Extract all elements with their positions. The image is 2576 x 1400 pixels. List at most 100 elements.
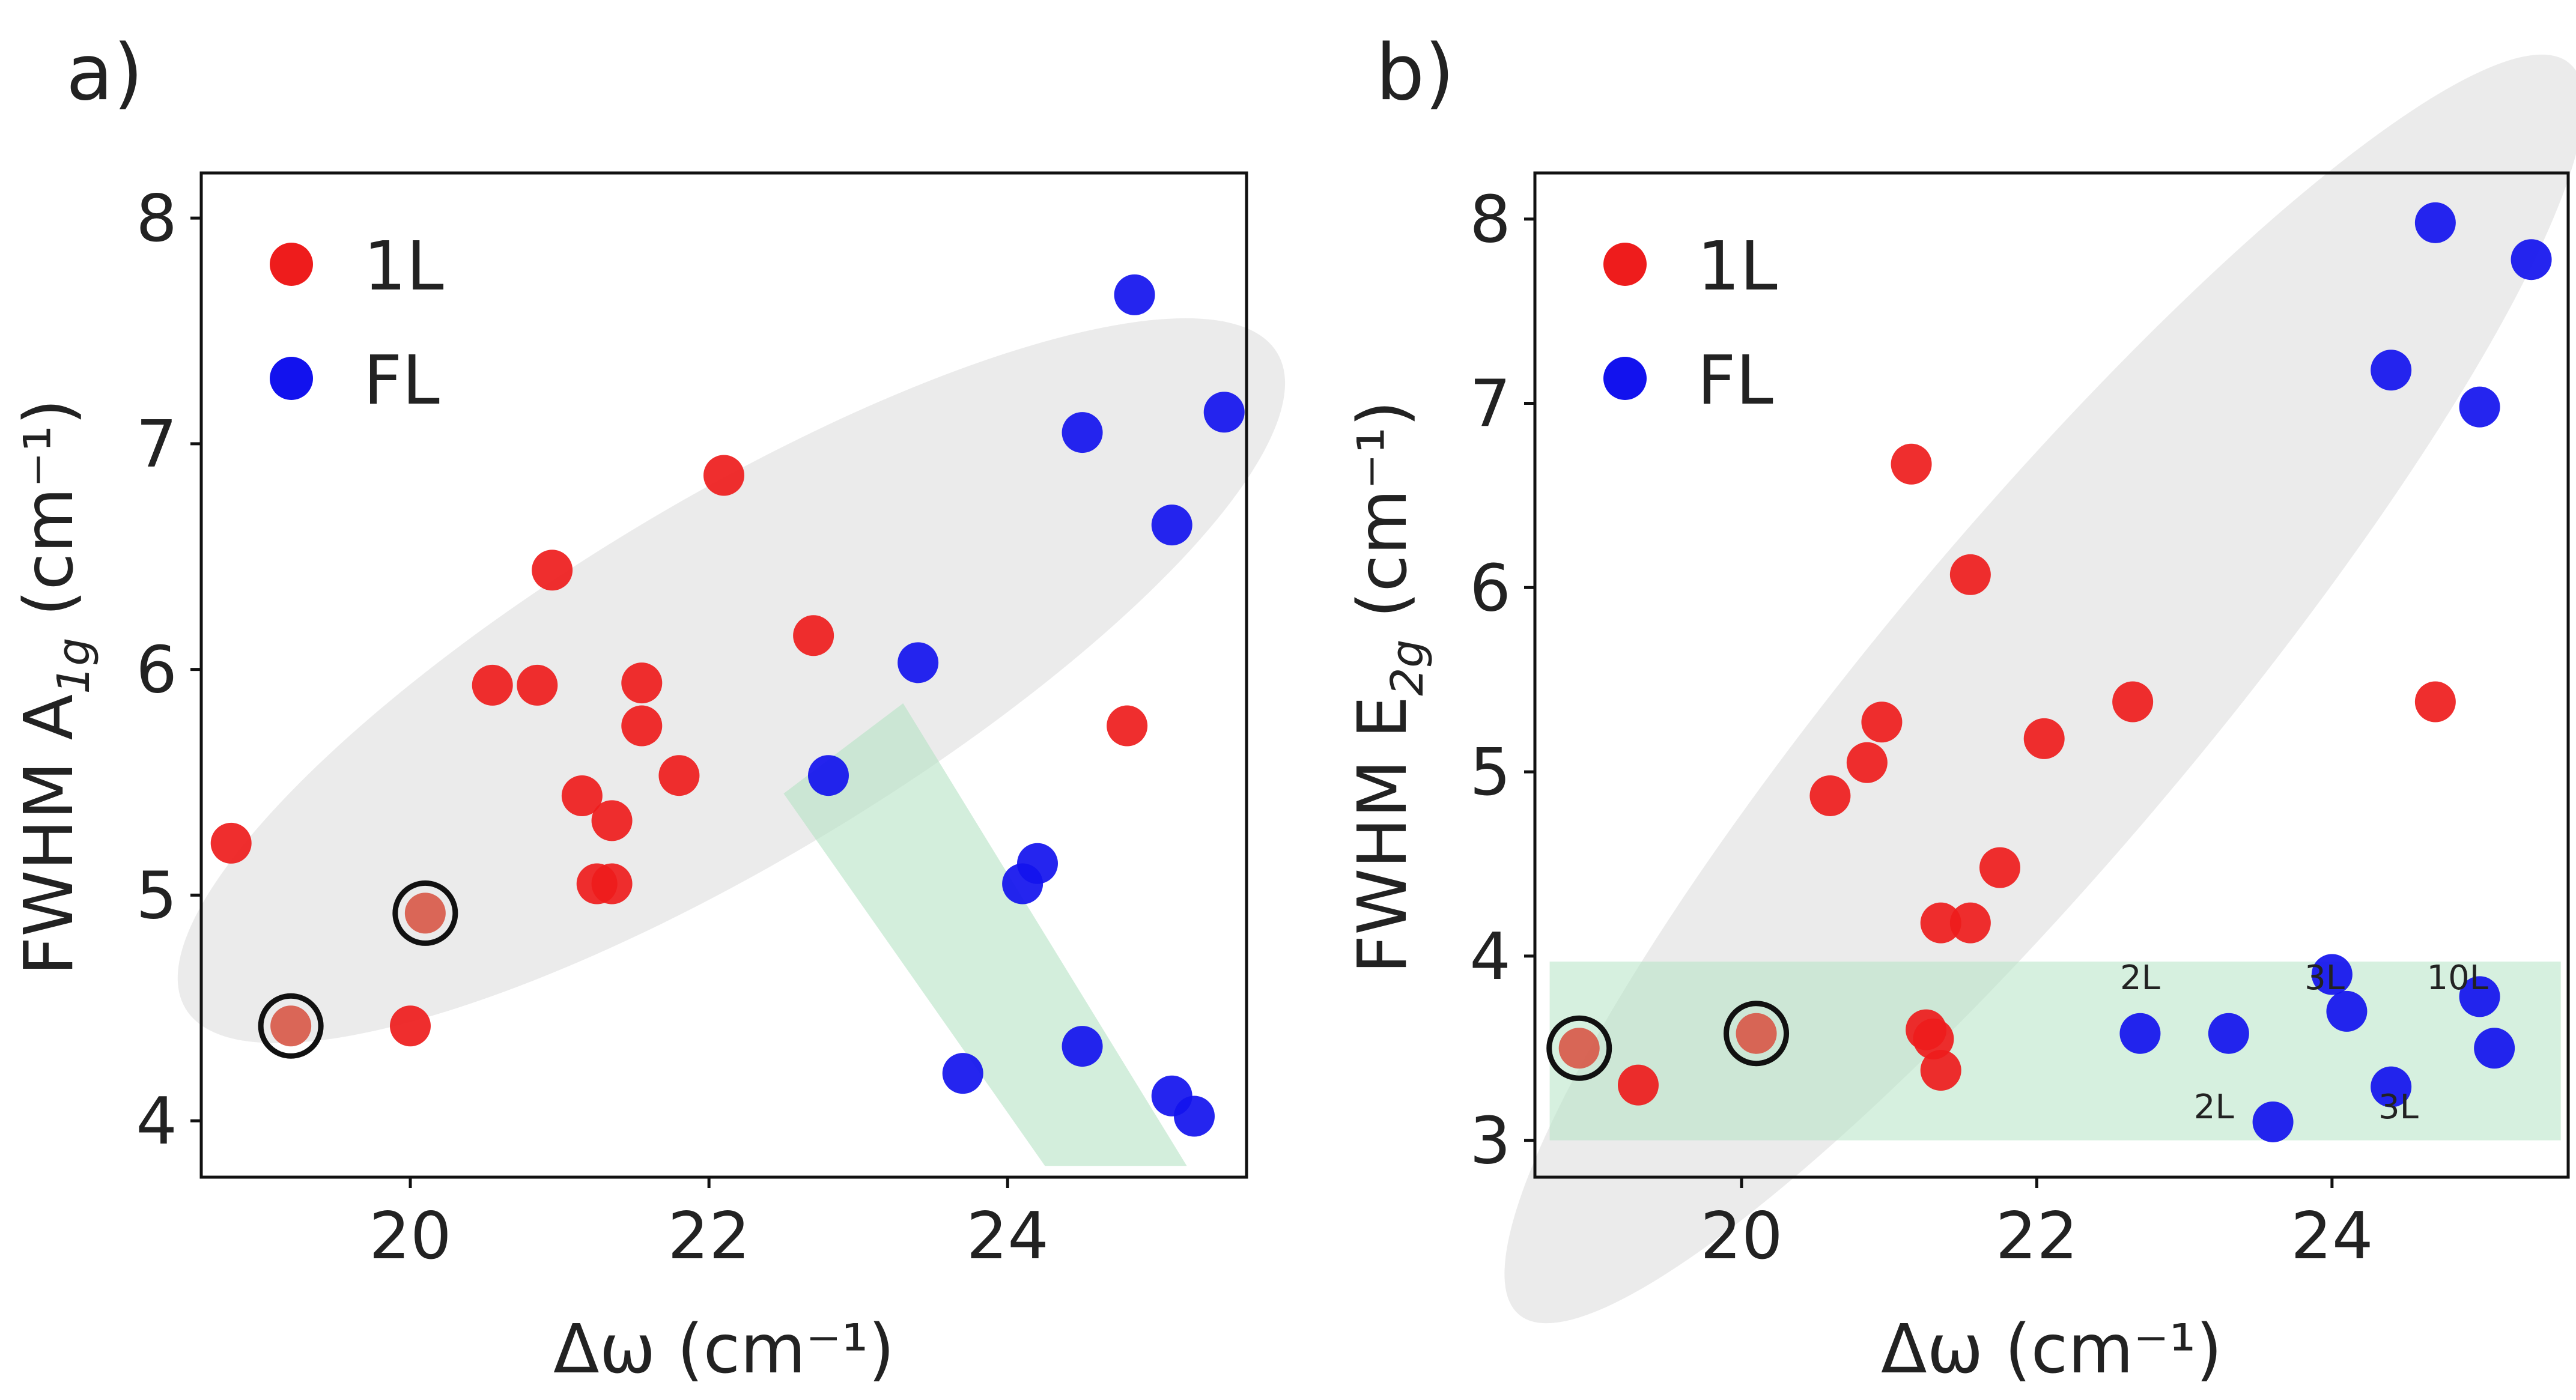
legend-marker-1l xyxy=(1603,243,1647,286)
x-tick-label: 22 xyxy=(667,1199,750,1274)
shaded-regions xyxy=(1504,54,2576,1324)
data-point-1l xyxy=(472,664,513,706)
annotations: 2L 3L 10L 2L 3L xyxy=(2120,959,2488,1127)
layer-annotation: 3L xyxy=(2304,959,2345,998)
y-axis-title: FWHM E2g (cm⁻¹) xyxy=(1344,401,1433,974)
x-tick-label: 24 xyxy=(967,1199,1049,1274)
data-point-1l xyxy=(658,755,700,796)
data-point-fl xyxy=(1114,274,1155,315)
data-point-fl xyxy=(2326,990,2368,1032)
data-point-fl xyxy=(1174,1095,1215,1137)
legend: 1L FL xyxy=(1603,228,1778,420)
data-point-1l xyxy=(1861,702,1903,743)
panel-a: 20 22 24 4 5 6 7 8 Δω (cm⁻¹) FWHM A1g (cm⁻¹) a) 1L F… xyxy=(10,28,1286,1389)
data-point-fl xyxy=(1062,1026,1103,1067)
y-axis-title-prefix: FWHM E xyxy=(1344,696,1422,974)
x-axis: 20 22 24 xyxy=(369,1177,1049,1274)
data-point-fl xyxy=(2371,350,2412,391)
data-point-1l xyxy=(1949,902,1991,944)
data-point-1l xyxy=(1107,705,1148,747)
data-point-fl xyxy=(1151,505,1192,546)
x-tick-label: 24 xyxy=(2291,1199,2373,1274)
data-point-fl xyxy=(2459,386,2500,428)
data-point-1l xyxy=(1920,902,1961,944)
y-tick-label: 6 xyxy=(1469,551,1511,626)
highlight-rings xyxy=(258,880,458,1059)
data-point-fl xyxy=(2511,239,2552,280)
y-axis-title-unit: (cm⁻¹) xyxy=(10,399,88,638)
data-point-1l xyxy=(2023,718,2065,759)
x-tick-label: 20 xyxy=(369,1199,451,1274)
legend-label-fl: FL xyxy=(363,342,440,420)
data-point-fl xyxy=(2311,954,2353,995)
data-point-1l xyxy=(1558,1028,1600,1069)
legend: 1L FL xyxy=(270,228,444,420)
data-point-1l xyxy=(2112,681,2154,723)
y-axis-title-prefix: FWHM A xyxy=(10,694,88,975)
data-point-fl xyxy=(1062,412,1103,453)
panel-label: b) xyxy=(1376,28,1454,118)
layer-annotation: 3L xyxy=(2378,1088,2419,1127)
data-point-fl xyxy=(808,755,849,796)
layer-annotation: 2L xyxy=(2194,1088,2234,1127)
x-tick-label: 22 xyxy=(1996,1199,2078,1274)
panel-b: 20 22 24 3 4 5 6 7 8 Δω (cm⁻¹) FWHM E2g (cm⁻¹) b) 1L… xyxy=(1344,28,2576,1389)
data-point-fl xyxy=(1203,392,1245,433)
y-tick-label: 5 xyxy=(1469,735,1511,810)
series-fl xyxy=(2119,202,2552,1142)
data-point-fl xyxy=(2119,1013,2161,1054)
y-axis-title: FWHM A1g (cm⁻¹) xyxy=(10,399,100,975)
highlight-ring xyxy=(1546,1015,1612,1081)
legend-label-fl: FL xyxy=(1697,342,1773,420)
layer-annotation: 2L xyxy=(2120,959,2160,998)
y-tick-label: 3 xyxy=(1469,1104,1511,1179)
y-tick-label: 7 xyxy=(136,407,177,482)
layer-annotation: 10L xyxy=(2426,959,2488,998)
y-tick-label: 7 xyxy=(1469,366,1511,441)
highlight-ring xyxy=(258,993,324,1059)
y-axis-title-unit: (cm⁻¹) xyxy=(1344,401,1422,640)
data-point-1l xyxy=(1736,1013,1777,1054)
y-tick-label: 8 xyxy=(1469,183,1511,258)
y-tick-label: 8 xyxy=(136,181,177,256)
legend-marker-1l xyxy=(270,243,313,286)
highlight-ring xyxy=(392,880,458,946)
data-point-1l xyxy=(1809,775,1851,816)
x-tick-label: 20 xyxy=(1700,1199,1782,1274)
data-point-1l xyxy=(1891,443,1932,485)
data-point-1l xyxy=(532,550,573,591)
highlight-ring xyxy=(1724,1001,1790,1067)
data-point-1l xyxy=(404,892,446,934)
x-axis-title: Δω (cm⁻¹) xyxy=(553,1311,895,1389)
data-point-fl xyxy=(2252,1101,2294,1142)
data-point-1l xyxy=(621,705,663,747)
panel-label: a) xyxy=(66,28,143,118)
data-point-fl xyxy=(942,1053,983,1094)
data-point-fl xyxy=(1017,843,1058,884)
y-tick-label: 4 xyxy=(1469,920,1511,995)
data-point-fl xyxy=(2459,976,2500,1017)
data-point-1l xyxy=(591,863,633,905)
legend-label-1l: 1L xyxy=(1697,228,1778,306)
series-fl xyxy=(808,274,1245,1137)
data-point-1l xyxy=(703,455,744,496)
grey-trend-ellipse xyxy=(1504,54,2576,1324)
data-point-1l xyxy=(270,1005,312,1047)
data-point-1l xyxy=(621,662,663,704)
series-1l xyxy=(210,455,1148,1047)
data-point-1l xyxy=(1618,1064,1659,1106)
data-point-fl xyxy=(2208,1013,2249,1054)
data-point-1l xyxy=(591,800,633,841)
data-point-fl xyxy=(2414,202,2456,243)
highlight-rings xyxy=(1546,1001,1790,1081)
green-trend-band xyxy=(1549,962,2561,1141)
legend-label-1l: 1L xyxy=(363,228,444,306)
y-axis: 4 5 6 7 8 xyxy=(136,181,201,1159)
y-tick-label: 4 xyxy=(136,1084,177,1159)
data-point-1l xyxy=(517,664,558,706)
y-axis-title-subscript: 2g xyxy=(1382,640,1433,696)
x-axis: 20 22 24 xyxy=(1700,1177,2374,1274)
legend-marker-fl xyxy=(270,357,313,400)
data-point-1l xyxy=(1949,554,1991,595)
y-tick-label: 6 xyxy=(136,633,177,708)
